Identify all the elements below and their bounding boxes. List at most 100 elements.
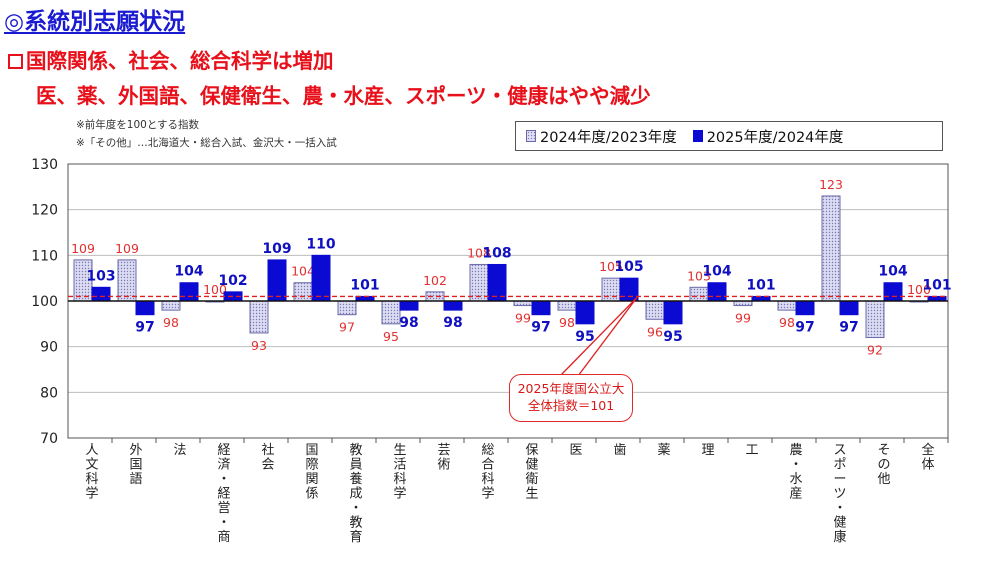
bar-2024 (645, 300, 665, 320)
bar-2025 (663, 300, 683, 325)
subtitle-increase-text: 国際関係、社会、総合科学は増加 (26, 49, 334, 73)
bar-2024 (381, 300, 401, 325)
bar-2025 (883, 282, 903, 302)
bar-2025 (531, 300, 551, 316)
data-label-2025: 104 (702, 264, 731, 280)
callout-line1: 2025年度国公立大 (517, 381, 625, 397)
data-label-2025: 104 (878, 264, 907, 280)
data-label-2025: 102 (218, 273, 247, 289)
bar-2024 (865, 300, 885, 339)
x-tick-label: 法 (173, 443, 186, 458)
x-tick-label: 社会 (261, 442, 274, 473)
x-tick-label: 芸術 (437, 442, 450, 473)
data-label-2025: 98 (443, 315, 462, 331)
y-tick-label: 130 (31, 157, 58, 173)
data-label-2025: 110 (306, 236, 335, 252)
data-label-2024: 95 (383, 329, 399, 344)
bar-2025 (839, 300, 859, 316)
data-label-2025: 101 (922, 277, 951, 293)
bar-2025 (91, 286, 111, 302)
bar-2025 (795, 300, 815, 316)
data-label-2024: 123 (819, 177, 843, 192)
y-tick-label: 120 (31, 203, 58, 219)
x-tick-label: 生活科学 (393, 443, 406, 502)
subtitle-increase: 国際関係、社会、総合科学は増加 (8, 44, 334, 74)
data-label-2024: 102 (423, 273, 447, 288)
x-tick-label: 教員養成・教育 (349, 442, 362, 545)
bar-2025 (575, 300, 595, 325)
data-label-2025: 108 (482, 245, 511, 261)
bar-2025 (619, 277, 639, 302)
bar-2025 (707, 282, 727, 302)
bar-2025 (135, 300, 155, 316)
data-label-2024: 103 (687, 268, 711, 283)
y-tick-label: 80 (40, 385, 58, 401)
data-label-2024: 98 (163, 315, 179, 330)
data-label-2024: 96 (647, 324, 663, 339)
checkbox-icon (8, 54, 23, 69)
bar-2024 (821, 195, 841, 302)
y-tick-label: 90 (40, 340, 58, 356)
x-tick-label: 医 (569, 443, 582, 458)
x-tick-label: 経済・経営・商 (217, 443, 230, 545)
bar-2024 (117, 259, 137, 302)
bar-2024 (601, 277, 621, 302)
x-tick-label: 歯 (613, 443, 626, 458)
bar-2024 (469, 263, 489, 302)
data-label-2025: 103 (86, 268, 115, 284)
bar-2025 (311, 254, 331, 302)
data-label-2024: 100 (907, 282, 931, 297)
bar-2024 (293, 282, 313, 302)
legend-swatch-2024 (526, 130, 536, 142)
data-label-2024: 98 (779, 315, 795, 330)
y-tick-label: 110 (31, 248, 58, 264)
note-other-definition: ※「その他」…北海道大・総合入試、金沢大・一括入試 (76, 137, 337, 149)
note-index-definition: ※前年度を100とする指数 (76, 119, 200, 131)
callout-overall-index: 2025年度国公立大 全体指数＝101 (509, 374, 633, 422)
legend-item-2024: 2024年度/2023年度 (526, 126, 677, 147)
x-tick-label: 保健衛生 (525, 443, 538, 502)
bar-2024 (337, 300, 357, 316)
x-tick-label: 農・水産 (789, 443, 802, 502)
subtitle-decrease: 医、薬、外国語、保健衛生、農・水産、スポーツ・健康はやや減少 (36, 84, 651, 108)
page-title: ◎系統別志願状況 (4, 9, 186, 35)
data-label-2025: 97 (135, 320, 154, 336)
data-label-2025: 95 (575, 329, 594, 345)
x-tick-label: 外国語 (129, 443, 142, 487)
data-label-2024: 109 (71, 241, 95, 256)
bar-2024 (249, 300, 269, 334)
x-tick-label: スポーツ・健康 (833, 443, 846, 545)
x-tick-label: 薬 (657, 443, 670, 458)
legend-label-2024: 2024年度/2023年度 (540, 129, 677, 146)
data-label-2025: 97 (839, 320, 858, 336)
bar-2024 (557, 300, 577, 311)
bar-2024 (777, 300, 797, 311)
data-label-2025: 105 (614, 259, 643, 275)
data-label-2024: 99 (515, 311, 531, 326)
data-label-2024: 93 (251, 338, 267, 353)
data-label-2025: 104 (174, 264, 203, 280)
bar-2025 (443, 300, 463, 311)
y-tick-label: 100 (31, 294, 58, 310)
y-tick-label: 70 (40, 431, 58, 447)
x-tick-label: 国際関係 (305, 443, 318, 502)
data-label-2024: 108 (467, 245, 491, 260)
data-label-2025: 95 (663, 329, 682, 345)
x-tick-label: 理 (701, 443, 714, 458)
data-label-2025: 101 (350, 277, 379, 293)
chart-legend: 2024年度/2023年度 2025年度/2024年度 (515, 121, 943, 151)
data-label-2024: 105 (599, 259, 623, 274)
data-label-2025: 97 (795, 320, 814, 336)
data-label-2025: 101 (746, 277, 775, 293)
data-label-2025: 109 (262, 241, 291, 257)
bar-2024 (161, 300, 181, 311)
x-tick-label: 総合科学 (481, 443, 494, 502)
data-label-2024: 98 (559, 315, 575, 330)
callout-line2: 全体指数＝101 (527, 398, 615, 413)
data-label-2024: 97 (339, 320, 355, 335)
bar-2024 (689, 286, 709, 302)
bar-2025 (179, 282, 199, 302)
legend-item-2025: 2025年度/2024年度 (692, 126, 843, 147)
bar-2025 (399, 300, 419, 311)
